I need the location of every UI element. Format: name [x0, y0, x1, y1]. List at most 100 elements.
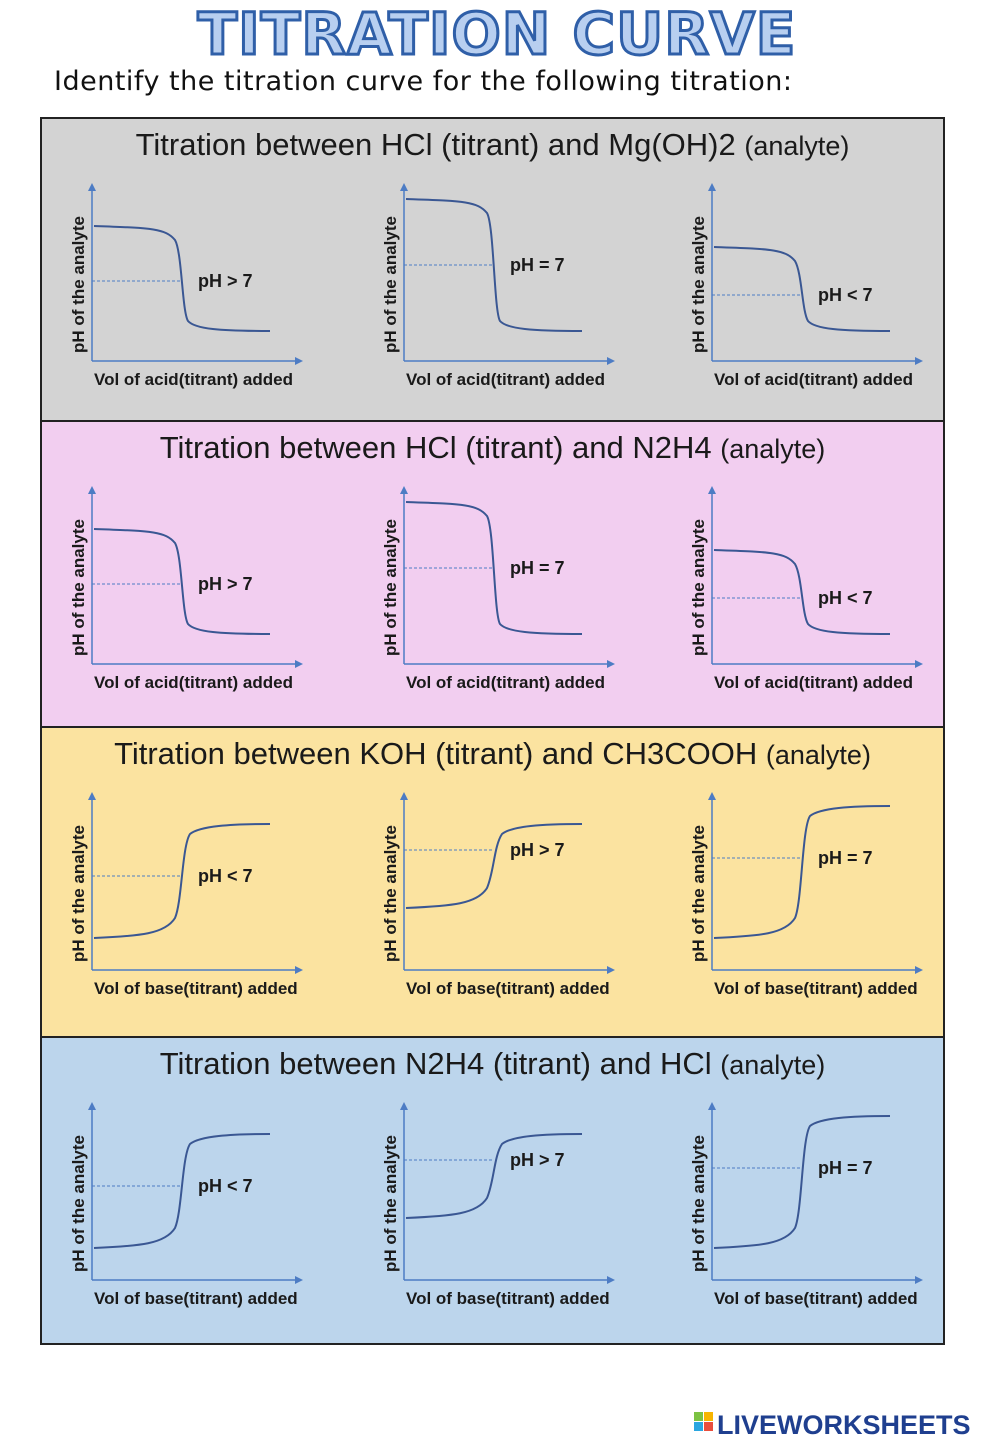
- section-title: Titration between N2H4 (titrant) and HCl…: [42, 1046, 943, 1082]
- y-axis-arrow-icon: [708, 1102, 716, 1110]
- x-axis-arrow-icon: [607, 1276, 615, 1284]
- ph-equivalence-label: pH < 7: [818, 285, 873, 305]
- liveworksheets-logo-icon: [694, 1412, 713, 1431]
- ph-equivalence-label: pH = 7: [510, 558, 565, 578]
- footer-brand-text: LIVEWORKSHEETS: [717, 1410, 971, 1440]
- page-title: TITRATION CURVE: [196, 0, 797, 66]
- y-axis-label: pH of the analyte: [689, 1135, 708, 1272]
- titration-curve: [713, 246, 891, 332]
- y-axis-arrow-icon: [708, 183, 716, 191]
- ph-equivalence-label: pH < 7: [818, 588, 873, 608]
- ph-equivalence-label: pH < 7: [198, 1176, 253, 1196]
- ph-equivalence-label: pH = 7: [818, 848, 873, 868]
- x-axis-arrow-icon: [915, 357, 923, 365]
- y-axis-label: pH of the analyte: [689, 216, 708, 353]
- section-title-analyte: (analyte): [720, 434, 826, 464]
- ph-equivalence-label: pH < 7: [198, 866, 253, 886]
- y-axis-label: pH of the analyte: [381, 216, 400, 353]
- section-title-main: Titration between HCl (titrant) and Mg(O…: [135, 127, 736, 162]
- y-axis-arrow-icon: [88, 486, 96, 494]
- x-axis-label: Vol of acid(titrant) added: [714, 370, 913, 389]
- y-axis-label: pH of the analyte: [381, 1135, 400, 1272]
- section-title-main: Titration between HCl (titrant) and N2H4: [159, 430, 712, 465]
- y-axis-arrow-icon: [708, 486, 716, 494]
- x-axis-arrow-icon: [607, 966, 615, 974]
- section-title-analyte: (analyte): [765, 740, 871, 770]
- section-hcl-mgoh2: Titration between HCl (titrant) and Mg(O…: [40, 117, 945, 422]
- titration-graph-3[interactable]: pH < 7 pH of the analyte Vol of acid(titra…: [689, 484, 950, 704]
- x-axis-label: Vol of acid(titrant) added: [406, 370, 605, 389]
- titration-curve: [405, 198, 583, 332]
- y-axis-label: pH of the analyte: [69, 519, 88, 656]
- titration-graph-2[interactable]: pH > 7 pH of the analyte Vol of base(titra…: [381, 790, 642, 1010]
- x-axis-label: Vol of base(titrant) added: [406, 979, 610, 998]
- x-axis-label: Vol of base(titrant) added: [94, 979, 298, 998]
- y-axis-arrow-icon: [88, 792, 96, 800]
- titration-graph-2[interactable]: pH = 7 pH of the analyte Vol of acid(titra…: [381, 484, 642, 704]
- section-title-main: Titration between KOH (titrant) and CH3C…: [114, 736, 758, 771]
- y-axis-arrow-icon: [708, 792, 716, 800]
- y-axis-label: pH of the analyte: [381, 825, 400, 962]
- x-axis-label: Vol of acid(titrant) added: [94, 673, 293, 692]
- titration-curve: [405, 1133, 583, 1219]
- x-axis-label: Vol of base(titrant) added: [406, 1289, 610, 1308]
- y-axis-label: pH of the analyte: [69, 1135, 88, 1272]
- section-title: Titration between KOH (titrant) and CH3C…: [42, 736, 943, 772]
- instruction-text: Identify the titration curve for the fol…: [54, 66, 793, 97]
- titration-graph-1[interactable]: pH > 7 pH of the analyte Vol of acid(titra…: [69, 484, 330, 704]
- titration-curve: [405, 501, 583, 635]
- y-axis-label: pH of the analyte: [689, 825, 708, 962]
- y-axis-label: pH of the analyte: [381, 519, 400, 656]
- section-title: Titration between HCl (titrant) and N2H4…: [42, 430, 943, 466]
- section-n2h4-hcl: Titration between N2H4 (titrant) and HCl…: [40, 1036, 945, 1345]
- titration-curve: [93, 528, 271, 635]
- x-axis-label: Vol of acid(titrant) added: [714, 673, 913, 692]
- ph-equivalence-label: pH > 7: [198, 574, 253, 594]
- titration-graph-1[interactable]: pH > 7 pH of the analyte Vol of acid(titra…: [69, 181, 330, 401]
- ph-equivalence-label: pH = 7: [818, 1158, 873, 1178]
- x-axis-arrow-icon: [607, 357, 615, 365]
- section-hcl-n2h4: Titration between HCl (titrant) and N2H4…: [40, 420, 945, 728]
- x-axis-label: Vol of base(titrant) added: [94, 1289, 298, 1308]
- x-axis-label: Vol of acid(titrant) added: [406, 673, 605, 692]
- x-axis-arrow-icon: [295, 660, 303, 668]
- section-title-analyte: (analyte): [720, 1050, 826, 1080]
- titration-curve: [405, 823, 583, 909]
- section-koh-ch3cooh: Titration between KOH (titrant) and CH3C…: [40, 726, 945, 1038]
- x-axis-arrow-icon: [915, 966, 923, 974]
- x-axis-arrow-icon: [295, 357, 303, 365]
- y-axis-arrow-icon: [88, 1102, 96, 1110]
- y-axis-label: pH of the analyte: [69, 825, 88, 962]
- titration-curve: [713, 1115, 891, 1249]
- titration-curve: [93, 1133, 271, 1249]
- page-title-text: TITRATION CURVE: [198, 0, 797, 66]
- titration-graph-1[interactable]: pH < 7 pH of the analyte Vol of base(titra…: [69, 1100, 330, 1320]
- section-title-main: Titration between N2H4 (titrant) and HCl: [159, 1046, 712, 1081]
- titration-graph-2[interactable]: pH > 7 pH of the analyte Vol of base(titra…: [381, 1100, 642, 1320]
- x-axis-label: Vol of base(titrant) added: [714, 979, 918, 998]
- x-axis-arrow-icon: [915, 1276, 923, 1284]
- titration-graph-3[interactable]: pH < 7 pH of the analyte Vol of acid(titra…: [689, 181, 950, 401]
- x-axis-label: Vol of base(titrant) added: [714, 1289, 918, 1308]
- x-axis-arrow-icon: [295, 966, 303, 974]
- ph-equivalence-label: pH = 7: [510, 255, 565, 275]
- titration-graph-3[interactable]: pH = 7 pH of the analyte Vol of base(titra…: [689, 790, 950, 1010]
- y-axis-arrow-icon: [88, 183, 96, 191]
- titration-curve: [93, 823, 271, 939]
- ph-equivalence-label: pH > 7: [510, 1150, 565, 1170]
- ph-equivalence-label: pH > 7: [510, 840, 565, 860]
- titration-curve: [713, 549, 891, 635]
- y-axis-arrow-icon: [400, 486, 408, 494]
- x-axis-label: Vol of acid(titrant) added: [94, 370, 293, 389]
- titration-curve: [93, 225, 271, 332]
- titration-curve: [713, 805, 891, 939]
- section-title-analyte: (analyte): [744, 131, 850, 161]
- titration-graph-1[interactable]: pH < 7 pH of the analyte Vol of base(titra…: [69, 790, 330, 1010]
- x-axis-arrow-icon: [295, 1276, 303, 1284]
- x-axis-arrow-icon: [607, 660, 615, 668]
- y-axis-label: pH of the analyte: [69, 216, 88, 353]
- ph-equivalence-label: pH > 7: [198, 271, 253, 291]
- titration-graph-3[interactable]: pH = 7 pH of the analyte Vol of base(titra…: [689, 1100, 950, 1320]
- titration-graph-2[interactable]: pH = 7 pH of the analyte Vol of acid(titra…: [381, 181, 642, 401]
- y-axis-arrow-icon: [400, 1102, 408, 1110]
